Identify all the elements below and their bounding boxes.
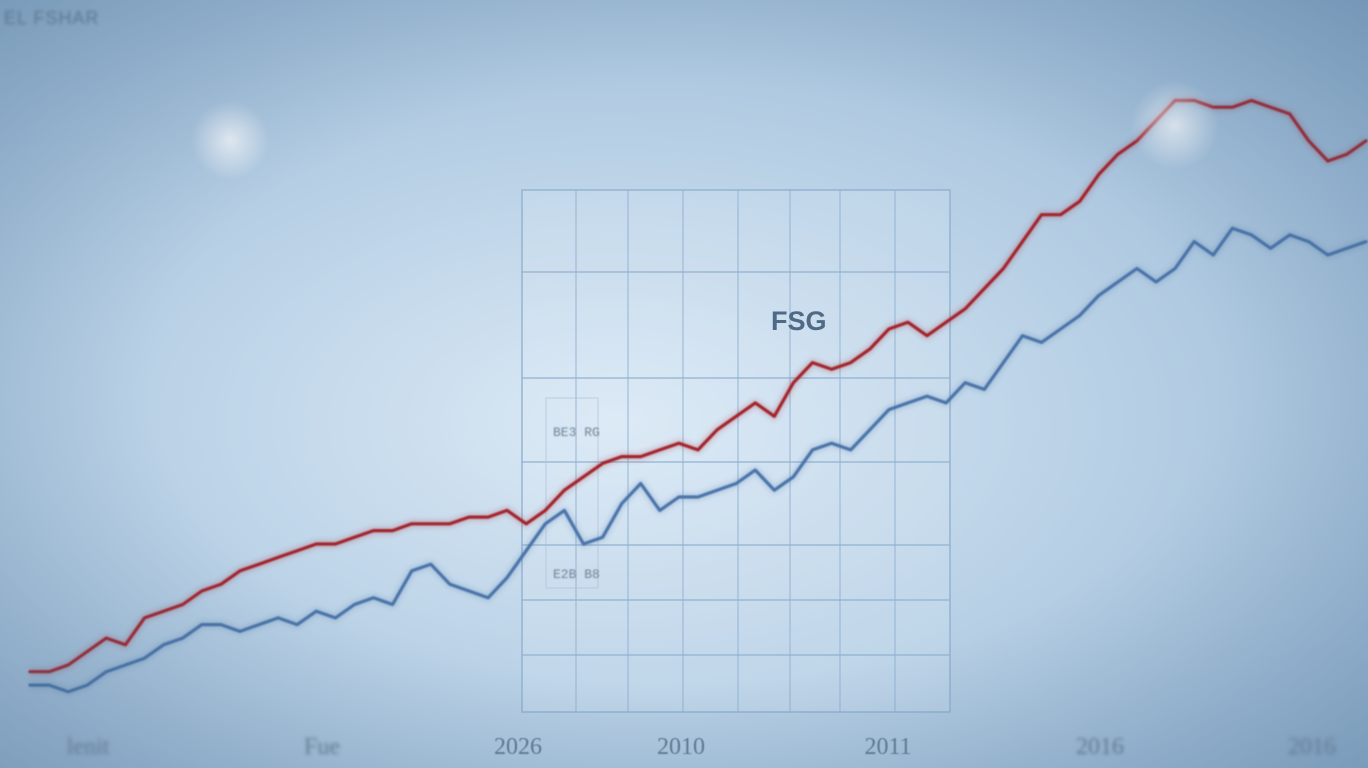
label-box bbox=[545, 397, 599, 589]
x-tick-label: 2026 bbox=[494, 734, 542, 760]
box-label-lower: E2B B8 bbox=[553, 567, 600, 582]
x-tick-label: Fue bbox=[304, 734, 340, 760]
x-tick-label: 2011 bbox=[864, 734, 912, 760]
x-tick-label: lenit bbox=[66, 734, 110, 760]
corner-title: EL FSHAR bbox=[4, 8, 100, 28]
axes bbox=[25, 45, 1368, 714]
chart-title: FSG bbox=[771, 306, 827, 336]
box-label-upper: BE3 RG bbox=[553, 425, 600, 440]
grid-box-frame bbox=[521, 189, 951, 713]
x-tick-label: 2016 bbox=[1288, 734, 1336, 760]
grid-box bbox=[521, 189, 951, 713]
x-tick-label: 2016 bbox=[1076, 734, 1124, 760]
x-tick-label: 2010 bbox=[657, 734, 705, 760]
series-line-1 bbox=[28, 226, 1368, 694]
